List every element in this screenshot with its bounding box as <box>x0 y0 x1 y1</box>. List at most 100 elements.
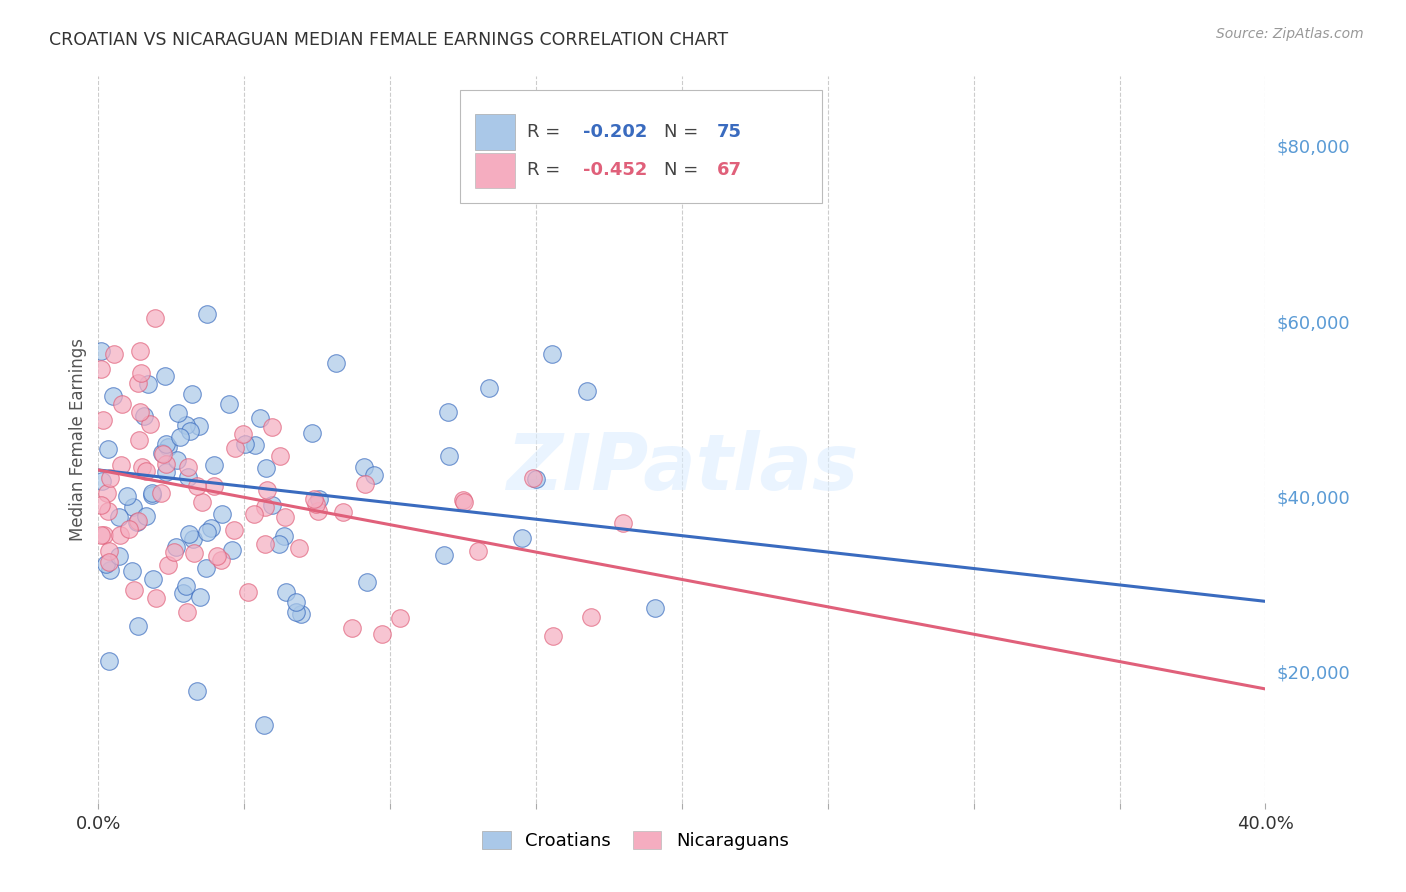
Point <box>122 583 145 598</box>
Point <box>155 437 177 451</box>
Point <box>284 605 307 619</box>
Point <box>91 474 114 488</box>
Point <box>139 417 162 431</box>
Point <box>467 544 489 558</box>
Point <box>166 452 188 467</box>
Point <box>478 381 501 395</box>
Point <box>128 433 150 447</box>
Point <box>156 558 179 573</box>
Point <box>127 376 149 391</box>
Point <box>644 600 666 615</box>
Point <box>97 544 120 558</box>
Point <box>305 497 328 511</box>
Point <box>218 397 240 411</box>
Point <box>150 446 173 460</box>
Point <box>90 498 112 512</box>
Point <box>155 457 177 471</box>
FancyBboxPatch shape <box>475 114 515 150</box>
Point <box>143 311 166 326</box>
Point <box>287 541 309 555</box>
Point <box>307 504 329 518</box>
Point <box>236 584 259 599</box>
Point <box>90 344 112 359</box>
Point <box>98 563 121 577</box>
Point <box>183 545 205 559</box>
Point <box>541 347 564 361</box>
Point <box>451 492 474 507</box>
Point <box>145 591 167 606</box>
Point <box>98 654 121 668</box>
Point <box>152 447 174 461</box>
Point <box>177 470 200 484</box>
Point <box>222 523 245 537</box>
Point <box>191 495 214 509</box>
Point <box>163 545 186 559</box>
Point <box>96 557 118 571</box>
Point <box>96 486 118 500</box>
Point <box>340 621 363 635</box>
Text: 67: 67 <box>717 161 742 179</box>
Point <box>125 516 148 530</box>
Point <box>576 384 599 398</box>
Text: Source: ZipAtlas.com: Source: ZipAtlas.com <box>1216 27 1364 41</box>
Point <box>136 377 159 392</box>
Point <box>371 627 394 641</box>
Point <box>118 522 141 536</box>
Text: R =: R = <box>527 123 565 141</box>
Point <box>195 307 218 321</box>
Point <box>510 531 533 545</box>
Point <box>188 419 211 434</box>
Point <box>128 343 150 358</box>
Text: 75: 75 <box>717 123 742 141</box>
Point <box>260 420 283 434</box>
Y-axis label: Median Female Earnings: Median Female Earnings <box>69 338 87 541</box>
Point <box>186 479 208 493</box>
Point <box>211 508 233 522</box>
Point <box>249 411 271 425</box>
Point <box>128 405 150 419</box>
Point <box>177 459 200 474</box>
Point <box>353 459 375 474</box>
Point <box>153 369 176 384</box>
Point <box>181 533 204 547</box>
Point <box>433 549 456 563</box>
Point <box>108 528 131 542</box>
Text: N =: N = <box>665 123 704 141</box>
Point <box>98 471 121 485</box>
FancyBboxPatch shape <box>460 90 823 203</box>
Point <box>90 362 112 376</box>
Point <box>127 618 149 632</box>
Point <box>232 427 254 442</box>
Text: ZIPatlas: ZIPatlas <box>506 430 858 507</box>
Point <box>188 590 211 604</box>
Point <box>205 549 228 564</box>
Point <box>167 406 190 420</box>
Point <box>332 505 354 519</box>
Point <box>301 425 323 440</box>
Point <box>110 458 132 472</box>
Point <box>243 508 266 522</box>
Point <box>122 500 145 514</box>
Point <box>141 488 163 502</box>
Point <box>165 540 187 554</box>
Point <box>121 564 143 578</box>
FancyBboxPatch shape <box>475 153 515 188</box>
Point <box>141 486 163 500</box>
Point <box>142 573 165 587</box>
Point <box>304 491 326 506</box>
Point <box>127 515 149 529</box>
Point <box>97 442 120 456</box>
Text: N =: N = <box>665 161 704 179</box>
Point <box>135 464 157 478</box>
Point <box>233 437 256 451</box>
Point <box>202 479 225 493</box>
Point <box>101 389 124 403</box>
Point <box>129 366 152 380</box>
Point <box>108 509 131 524</box>
Point <box>149 485 172 500</box>
Point <box>157 440 180 454</box>
Point <box>180 386 202 401</box>
Point <box>262 498 284 512</box>
Point <box>179 424 201 438</box>
Point <box>169 430 191 444</box>
